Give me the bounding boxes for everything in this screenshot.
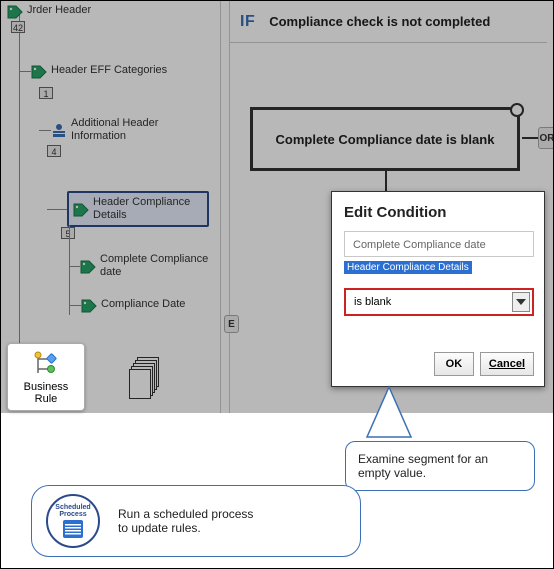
badge: 42	[11, 21, 25, 33]
if-condition-label: Compliance check is not completed	[269, 14, 490, 29]
condition-tile[interactable]: Complete Compliance date is blank	[250, 107, 520, 171]
tree-item-compliance-details[interactable]: Header Compliance Details	[47, 191, 209, 227]
operator-value: is blank	[354, 296, 391, 308]
tree-item-complete-date[interactable]: Complete Compliance date	[69, 253, 220, 279]
tree-connector	[39, 130, 51, 131]
info-icon	[51, 122, 67, 138]
tree-connector	[69, 266, 80, 267]
callout-text: Examine segment for an empty value.	[358, 452, 488, 480]
tree-root[interactable]: Jrder Header	[7, 3, 91, 19]
callout-box: Examine segment for an empty value.	[345, 441, 535, 491]
frame: Jrder Header 42 Header EFF Categories 1 …	[0, 0, 554, 569]
if-bar: IF Compliance check is not completed	[230, 1, 547, 43]
tree-item-compliance-date[interactable]: Compliance Date	[69, 297, 185, 313]
calendar-icon	[63, 520, 83, 538]
tree-root-label: Jrder Header	[27, 4, 91, 17]
edit-condition-popup: Edit Condition Complete Compliance date …	[331, 191, 545, 387]
scheduled-process-text: Run a scheduled process to update rules.	[118, 507, 253, 535]
business-rule-icon	[31, 349, 61, 379]
cancel-button[interactable]: Cancel	[480, 352, 534, 376]
tag-icon	[81, 297, 97, 313]
tag-icon	[73, 201, 89, 217]
ok-button[interactable]: OK	[434, 352, 474, 376]
attribute-source-chip: Header Compliance Details	[344, 261, 472, 274]
if-keyword: IF	[240, 13, 255, 31]
tree-selected-box: Header Compliance Details	[67, 191, 209, 227]
tree-connector	[47, 209, 67, 210]
tag-icon	[7, 3, 23, 19]
business-rule-button[interactable]: Business Rule	[7, 343, 85, 411]
or-chip[interactable]: OR	[538, 127, 554, 149]
popup-button-row: OK Cancel	[434, 352, 534, 376]
popup-title: Edit Condition	[344, 204, 532, 221]
badge: 1	[39, 87, 53, 99]
tree-connector	[19, 71, 31, 72]
tag-icon	[80, 258, 96, 274]
tree-item-label: Complete Compliance date	[100, 253, 220, 279]
tree-item-add-info[interactable]: Additional Header Information	[39, 117, 191, 143]
tree-item-label: Header EFF Categories	[51, 64, 167, 77]
page-stack-icon	[129, 357, 161, 401]
condition-handle-icon[interactable]	[510, 103, 524, 117]
tree-item-label: Compliance Date	[101, 298, 185, 311]
tree-item-label: Additional Header Information	[71, 117, 191, 143]
condition-tile-text: Complete Compliance date is blank	[276, 132, 495, 147]
callout-pointer	[355, 385, 435, 445]
scheduled-process-card: Scheduled Process Run a scheduled proces…	[31, 485, 361, 557]
tree-item-eff-cat[interactable]: Header EFF Categories	[19, 63, 167, 79]
scheduled-process-icon: Scheduled Process	[46, 494, 100, 548]
operator-select[interactable]: is blank	[344, 288, 534, 316]
tree-item-label: Header Compliance Details	[93, 196, 203, 222]
badge: 4	[47, 145, 61, 157]
attribute-field[interactable]: Complete Compliance date	[344, 231, 534, 257]
badge: 5	[61, 227, 75, 239]
tag-icon	[31, 63, 47, 79]
tree-connector	[69, 305, 81, 306]
else-chip[interactable]: E	[224, 315, 239, 333]
callout: Examine segment for an empty value.	[345, 441, 535, 491]
chevron-down-icon	[512, 292, 530, 312]
business-rule-label: Business Rule	[24, 381, 69, 405]
